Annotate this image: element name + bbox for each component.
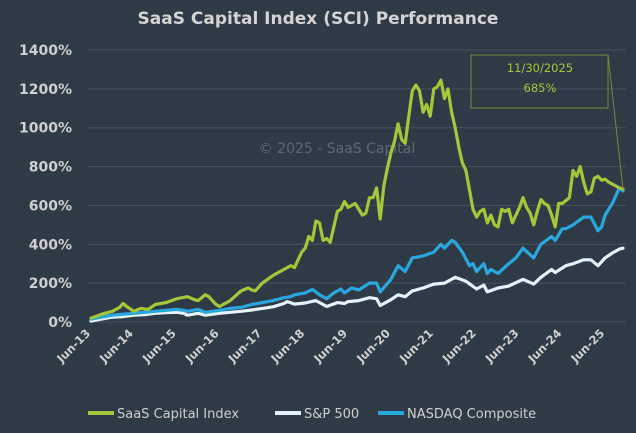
x-tick-label: Jun-17 bbox=[225, 326, 265, 366]
annotation-box bbox=[470, 54, 609, 109]
series-line-s-p-500 bbox=[89, 246, 625, 323]
y-tick-label: 1000% bbox=[19, 121, 72, 137]
x-tick-label: Jun-24 bbox=[525, 326, 565, 366]
legend-label: SaaS Capital Index bbox=[117, 407, 239, 422]
x-tick-label: Jun-19 bbox=[310, 326, 350, 366]
chart-title: SaaS Capital Index (SCI) Performance bbox=[138, 9, 499, 29]
x-tick-label: Jun-18 bbox=[267, 326, 307, 366]
series-lines bbox=[89, 78, 625, 323]
x-tick-label: Jun-16 bbox=[182, 326, 222, 366]
y-tick-label: 600% bbox=[29, 198, 72, 214]
y-tick-label: 1200% bbox=[19, 82, 72, 98]
y-tick-label: 1400% bbox=[19, 43, 72, 59]
x-tick-label: Jun-23 bbox=[482, 326, 522, 366]
annotation-leader-line bbox=[607, 54, 624, 189]
x-tick-label: Jun-25 bbox=[567, 326, 607, 366]
gridlines bbox=[88, 49, 626, 323]
y-tick-label: 800% bbox=[29, 160, 72, 176]
series-line-saas-capital-index bbox=[89, 78, 625, 320]
annotation-value: 685% bbox=[524, 81, 557, 95]
x-axis-ticks: Jun-13 Jun-14 Jun-15 Jun-16 Jun-17 Jun-18 Jun-… bbox=[53, 326, 607, 366]
y-tick-label: 200% bbox=[29, 276, 72, 292]
x-tick-label: Jun-21 bbox=[396, 326, 436, 366]
x-tick-label: Jun-15 bbox=[139, 326, 179, 366]
legend-label: NASDAQ Composite bbox=[407, 407, 536, 422]
watermark: © 2025 - SaaS Capital bbox=[259, 141, 416, 157]
x-tick-label: Jun-14 bbox=[96, 326, 136, 366]
series-line-nasdaq-composite bbox=[89, 186, 625, 321]
y-tick-label: 0% bbox=[48, 315, 72, 331]
y-tick-label: 400% bbox=[29, 237, 72, 253]
y-axis-ticks: 0% 200% 400% 600% 800% 1000% 1200% 1400% bbox=[19, 43, 72, 331]
legend-label: S&P 500 bbox=[304, 407, 359, 422]
x-tick-label: Jun-22 bbox=[439, 326, 479, 366]
annotation: 11/30/2025 685% bbox=[470, 54, 624, 189]
legend: SaaS Capital Index S&P 500 NASDAQ Composit… bbox=[88, 407, 536, 422]
annotation-date: 11/30/2025 bbox=[507, 61, 573, 75]
x-tick-label: Jun-13 bbox=[53, 326, 93, 366]
x-tick-label: Jun-20 bbox=[353, 326, 393, 366]
